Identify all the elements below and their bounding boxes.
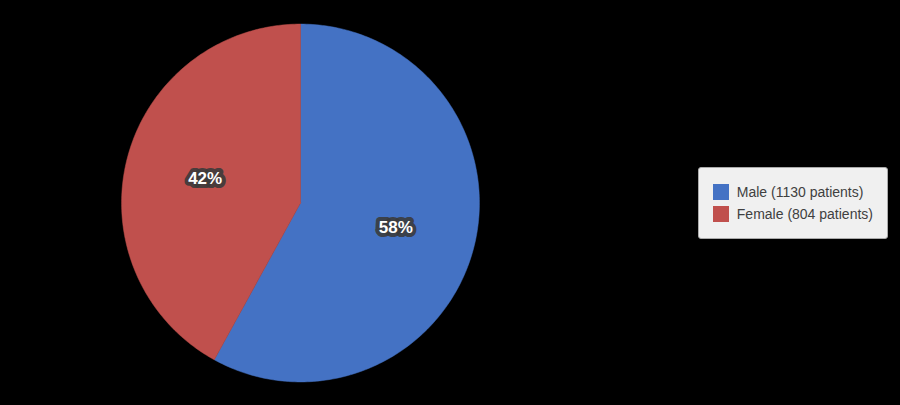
html-text:Male (1130 patients): Male (1130 patients): [736, 183, 864, 200]
html-text:Female (804 patients): Female (804 patients): [736, 205, 873, 222]
svg-text:58%: 58%: [379, 218, 413, 237]
svg-text:42%: 42%: [188, 169, 222, 188]
